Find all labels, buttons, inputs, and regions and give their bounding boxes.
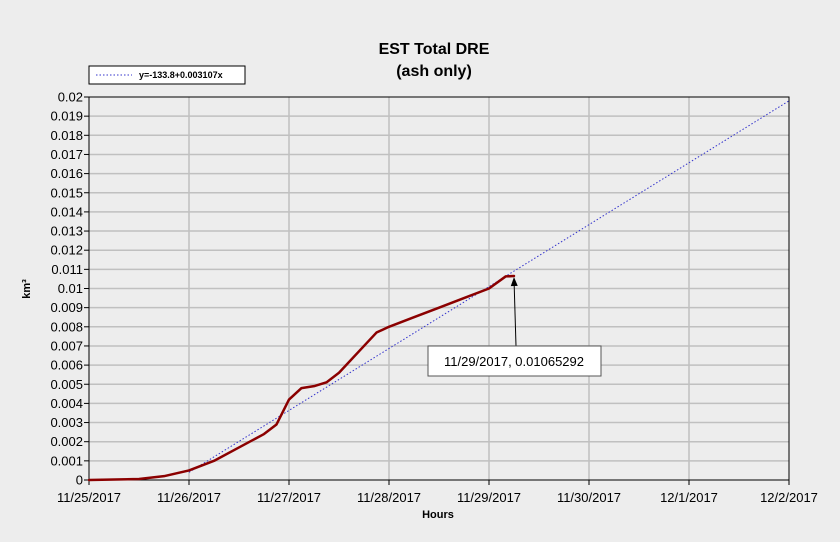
- grid: [89, 97, 789, 480]
- y-tick-label: 0.017: [50, 147, 83, 162]
- y-tick-label: 0.002: [50, 434, 83, 449]
- y-tick-label: 0.005: [50, 377, 83, 392]
- y-tick-label: 0.014: [50, 204, 83, 219]
- y-tick-label: 0.007: [50, 338, 83, 353]
- y-tick-label: 0.012: [50, 243, 83, 258]
- y-tick-label: 0.01: [58, 281, 83, 296]
- x-axis-title: Hours: [422, 509, 454, 521]
- annotation-pointer: [513, 278, 517, 347]
- y-tick-label: 0.004: [50, 396, 83, 411]
- x-tick-label: 11/26/2017: [157, 490, 221, 505]
- x-tick-label: 11/27/2017: [257, 490, 321, 505]
- legend-box: [88, 65, 246, 85]
- y-tick-label: 0.011: [51, 262, 83, 277]
- x-tick-label: 12/1/2017: [660, 490, 718, 505]
- y-tick-label: 0.016: [50, 166, 83, 181]
- legend-label: y=-133.8+0.003107x: [139, 70, 223, 80]
- y-tick-label: 0.008: [50, 319, 83, 334]
- y-axis-ticks: 0 0.001 0.002 0.003 0.004 0.005 0.006 0.007 0.00…: [50, 90, 89, 488]
- chart-subtitle: (ash only): [396, 63, 472, 80]
- x-tick-label: 11/29/2017: [457, 490, 521, 505]
- y-tick-label: 0.013: [50, 224, 83, 239]
- y-tick-label: 0: [76, 473, 83, 488]
- y-tick-label: 0.009: [50, 300, 83, 315]
- x-tick-label: 11/25/2017: [57, 490, 121, 505]
- series-line: [87, 274, 516, 482]
- chart-title: EST Total DRE: [379, 41, 490, 58]
- y-axis-title: km³: [21, 279, 33, 299]
- y-tick-label: 0.003: [50, 415, 83, 430]
- annotation-label: 11/29/2017, 0.01065292: [444, 354, 584, 369]
- series-trendline: [188, 100, 790, 473]
- y-tick-label: 0.006: [50, 358, 83, 373]
- x-axis-ticks: 11/25/2017 11/26/2017 11/27/2017 11/28/2017…: [57, 480, 818, 505]
- annotation-arrowhead: [510, 276, 518, 287]
- legend: y=-133.8+0.003107x: [88, 65, 246, 85]
- series: [87, 100, 790, 482]
- y-tick-label: 0.02: [58, 90, 83, 105]
- x-tick-label: 11/28/2017: [357, 490, 421, 505]
- y-tick-label: 0.019: [50, 109, 83, 124]
- y-tick-label: 0.018: [50, 128, 83, 143]
- y-tick-label: 0.001: [50, 453, 83, 468]
- annotation-box: [427, 345, 602, 377]
- y-tick-label: 0.015: [50, 185, 83, 200]
- x-tick-label: 12/2/2017: [760, 490, 818, 505]
- annotation: 11/29/2017, 0.01065292: [427, 276, 602, 377]
- x-tick-label: 11/30/2017: [557, 490, 621, 505]
